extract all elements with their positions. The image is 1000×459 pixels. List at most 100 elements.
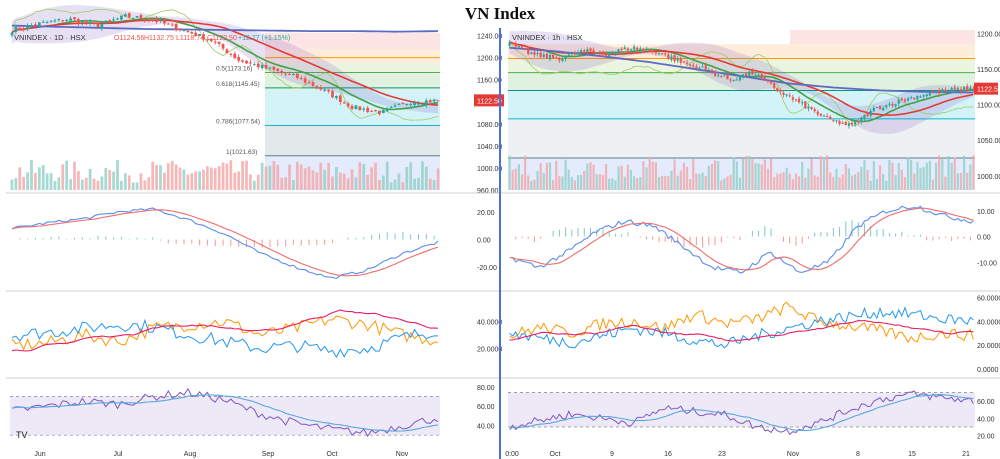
candle-body xyxy=(888,103,891,105)
candle-body xyxy=(421,103,424,105)
price-tick-label: 1200.00 xyxy=(977,32,1000,39)
macd-histogram-bar xyxy=(664,236,666,242)
candle-body xyxy=(26,25,29,30)
candle-body xyxy=(664,53,667,55)
macd-histogram-bar xyxy=(963,236,965,239)
candle-body xyxy=(925,94,928,97)
volume-bar xyxy=(863,160,866,190)
candle-body xyxy=(545,53,549,59)
volume-bar xyxy=(969,164,972,190)
candle-body xyxy=(878,105,882,110)
macd-histogram-bar xyxy=(355,237,357,240)
volume-bar xyxy=(822,157,826,190)
volume-bar xyxy=(73,161,76,190)
macd-tick-label: 0.00 xyxy=(977,235,991,242)
dmi-tick-label: 20.0000 xyxy=(477,346,502,353)
volume-bar xyxy=(829,172,832,190)
macd-histogram-bar xyxy=(789,236,791,244)
macd-histogram-bar xyxy=(74,237,75,240)
volume-bar xyxy=(155,165,158,190)
volume-bar xyxy=(925,162,928,190)
ma-red-line xyxy=(509,41,974,116)
candle-body xyxy=(57,18,61,20)
price-tick-label: 1050.00 xyxy=(977,138,1000,145)
macd-histogram-bar xyxy=(533,236,535,243)
candle-body xyxy=(280,70,284,73)
candle-body xyxy=(88,21,92,24)
candle-body xyxy=(319,87,323,90)
volume-bar xyxy=(601,174,605,190)
candle-body xyxy=(335,96,338,99)
candle-body xyxy=(891,103,894,106)
volume-bar xyxy=(676,175,679,190)
macd-histogram-bar xyxy=(324,239,326,245)
macd-histogram-bar xyxy=(285,239,287,247)
volume-bar xyxy=(673,159,676,190)
dmi-tick-label: 40.0000 xyxy=(477,320,502,327)
volume-bar xyxy=(972,155,975,190)
volume-bar xyxy=(284,177,287,190)
macd-histogram-bar xyxy=(128,238,130,240)
volume-bar xyxy=(816,176,819,190)
volume-bar xyxy=(835,168,838,190)
candle-body xyxy=(92,22,96,24)
candle-body xyxy=(123,14,127,17)
volume-bar xyxy=(807,168,810,190)
macd-histogram-bar xyxy=(739,236,741,241)
candle-body xyxy=(788,95,791,97)
macd-histogram-bar xyxy=(758,230,760,237)
candle-body xyxy=(617,49,620,53)
volume-bar xyxy=(272,161,276,190)
volume-bar xyxy=(956,173,959,190)
volume-bar xyxy=(906,157,910,190)
macd-histogram-bar xyxy=(590,227,592,237)
macd-histogram-bar xyxy=(386,232,388,240)
volume-bar xyxy=(826,155,829,190)
volume-bar xyxy=(389,182,393,190)
candle-body xyxy=(100,23,104,29)
macd-histogram-bar xyxy=(913,235,915,237)
volume-bar xyxy=(642,161,645,190)
candle-body xyxy=(689,64,692,66)
candle-body xyxy=(573,53,577,55)
macd-histogram-bar xyxy=(770,228,772,237)
candle-body xyxy=(779,90,782,92)
candle-body xyxy=(807,106,810,109)
candle-body xyxy=(738,76,742,81)
candle-body xyxy=(22,28,26,30)
macd-histogram-bar xyxy=(199,239,201,246)
candle-body xyxy=(436,100,440,102)
time-label: Oct xyxy=(550,451,561,458)
candle-body xyxy=(717,75,720,77)
ohlc-high-label: H1132.75 xyxy=(144,35,174,42)
candle-body xyxy=(159,20,162,22)
macd-histogram-bar xyxy=(81,237,83,240)
candle-body xyxy=(276,68,280,71)
candle-body xyxy=(229,53,233,55)
candle-body xyxy=(34,24,37,26)
macd-histogram-bar xyxy=(733,236,735,239)
candle-body xyxy=(73,17,76,20)
candle-body xyxy=(645,49,648,51)
candle-body xyxy=(816,111,819,115)
fib-label: 0.5(1173.16) xyxy=(216,65,252,72)
volume-bar xyxy=(664,175,667,190)
volume-bar xyxy=(409,162,413,190)
candle-body xyxy=(143,20,147,22)
candle-body xyxy=(710,69,714,73)
fib-label: 1(1021.63) xyxy=(226,149,257,156)
volume-bar xyxy=(100,176,104,190)
macd-histogram-bar xyxy=(183,239,185,245)
candle-body xyxy=(292,73,295,75)
volume-bar xyxy=(194,171,198,190)
volume-bar xyxy=(583,171,586,190)
candle-body xyxy=(732,79,735,82)
candle-body xyxy=(913,97,916,100)
volume-bar xyxy=(530,180,533,190)
volume-bar xyxy=(576,175,580,190)
candle-body xyxy=(303,78,307,83)
time-label: Nov xyxy=(396,451,409,458)
volume-bar xyxy=(741,158,745,190)
time-label: 21 xyxy=(962,451,970,458)
candle-body xyxy=(869,110,872,116)
